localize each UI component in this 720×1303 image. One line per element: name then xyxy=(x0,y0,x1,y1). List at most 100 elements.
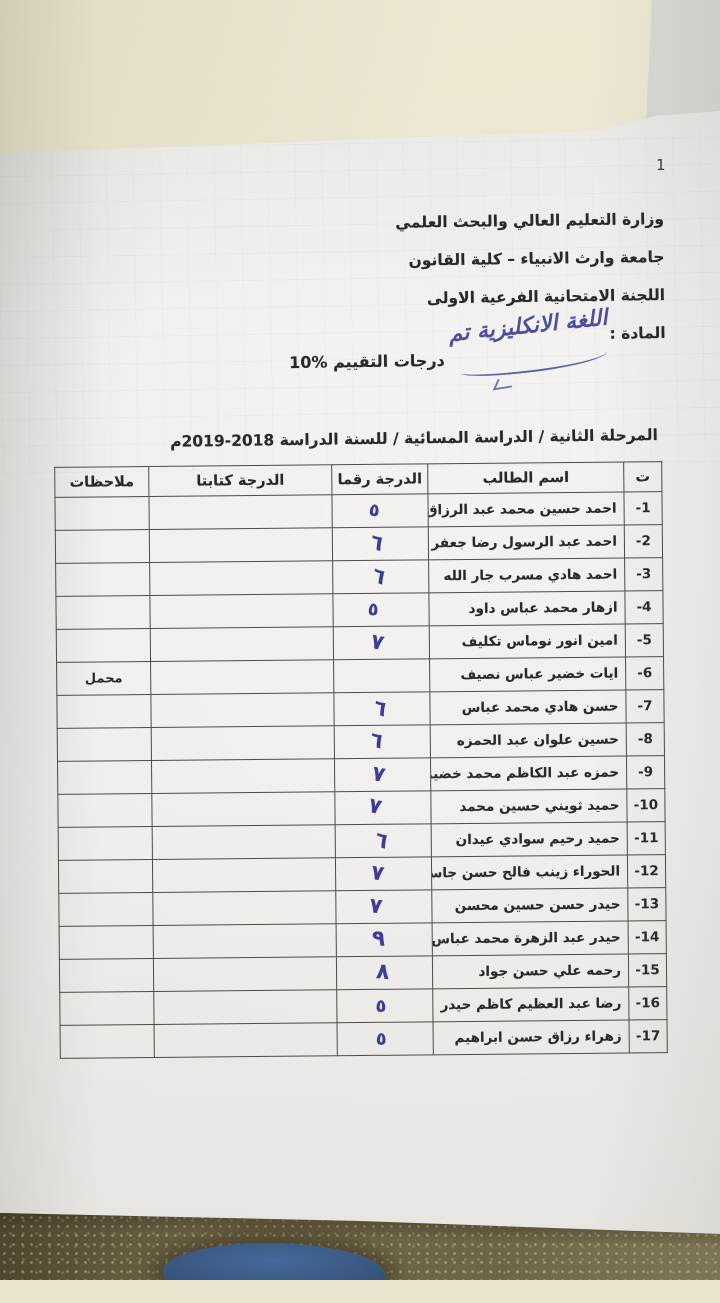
cell-student-name: ايات خضير عباس نصيف xyxy=(429,656,626,692)
col-header-notes: ملاحظات xyxy=(54,466,149,498)
handwritten-grade: ٦ xyxy=(372,826,391,854)
evaluation-title: درجات التقييم %10 xyxy=(289,350,445,373)
handwritten-grade: ٦ xyxy=(367,528,387,556)
table-row: 17- زهراء رزاق حسن ابراهيم ٥ xyxy=(60,1019,668,1059)
col-header-grade-numeric: الدرجة رقما xyxy=(331,463,428,495)
handwritten-grade: ٥ xyxy=(366,598,380,621)
cell-row-number: 5- xyxy=(625,623,664,657)
col-header-grade-written: الدرجة كتابتا xyxy=(148,464,332,497)
cell-student-name: احمد عبد الرسول رضا جعفر xyxy=(428,524,625,560)
cell-grade-written xyxy=(150,659,334,695)
cell-student-name: امين انور نوماس تكليف xyxy=(429,623,626,659)
subject-handwritten-mark: تم xyxy=(447,320,471,348)
cell-grade-written xyxy=(150,692,335,728)
handwritten-grade: ٦ xyxy=(367,726,386,754)
grades-table: ت اسم الطالب الدرجة رقما الدرجة كتابتا م… xyxy=(54,461,668,1059)
cell-student-name: حسن هادي محمد عباس xyxy=(429,689,627,725)
cell-row-number: 12- xyxy=(627,854,666,888)
header-university: جامعة وارث الانبياء – كلية القانون xyxy=(408,247,665,270)
cell-grade-written xyxy=(149,527,333,563)
cell-grade-numeric: ٦ xyxy=(334,724,431,759)
cell-grade-numeric: ٩ xyxy=(336,922,433,957)
cell-grade-numeric: ٧ xyxy=(333,625,430,660)
cell-row-number: 11- xyxy=(627,821,666,855)
cell-notes xyxy=(56,628,151,663)
cell-grade-written xyxy=(152,824,336,860)
cell-row-number: 1- xyxy=(623,491,663,525)
cell-grade-written xyxy=(151,725,335,761)
cell-grade-written xyxy=(150,626,334,662)
cell-notes xyxy=(55,562,150,597)
cell-grade-numeric: ٨ xyxy=(336,955,433,990)
cell-grade-numeric: ٦ xyxy=(335,823,432,858)
page-number: 1 xyxy=(656,156,666,174)
cell-student-name: ازهار محمد عباس داود xyxy=(428,590,626,626)
cell-row-number: 13- xyxy=(627,887,667,921)
cell-grade-written xyxy=(153,923,337,959)
cell-student-name: زهراء رزاق حسن ابراهيم xyxy=(433,1019,630,1055)
cell-student-name: الحوراء زينب فالح حسن جاسم xyxy=(431,854,628,890)
cell-row-number: 15- xyxy=(628,953,667,987)
handwritten-grade: ٨ xyxy=(374,959,391,986)
cell-student-name: حمزه عبد الكاظم محمد خضير xyxy=(430,755,627,791)
header-ministry: وزارة التعليم العالي والبحث العلمي xyxy=(395,209,665,232)
cell-grade-numeric: ٦ xyxy=(332,526,429,561)
cell-notes xyxy=(57,793,153,828)
cell-grade-written xyxy=(148,494,333,530)
cell-student-name: حسين علوان عبد الحمزه xyxy=(430,722,627,758)
cell-grade-written xyxy=(152,857,336,893)
cell-grade-written xyxy=(151,791,336,827)
cell-grade-numeric xyxy=(333,658,430,693)
navy-fabric-fold xyxy=(163,1243,385,1280)
cell-grade-numeric: ٧ xyxy=(335,856,432,891)
handwritten-grade: ٧ xyxy=(370,760,388,787)
cell-grade-written xyxy=(153,989,338,1025)
handwritten-grade: ٧ xyxy=(369,859,386,886)
cell-student-name: رضا عبد العظيم كاظم حيدر xyxy=(432,986,630,1022)
cell-notes xyxy=(60,1024,155,1059)
cell-row-number: 7- xyxy=(625,689,665,723)
cell-grade-numeric: ٥ xyxy=(331,493,429,528)
cell-row-number: 17- xyxy=(629,1019,668,1053)
cell-student-name: حميد ثويني حسين محمد xyxy=(430,788,628,824)
cell-grade-written xyxy=(154,1022,338,1058)
cell-grade-numeric: ٧ xyxy=(334,757,431,792)
cell-notes xyxy=(59,925,154,960)
cell-row-number: 14- xyxy=(628,920,667,954)
cell-notes xyxy=(55,529,150,564)
cell-notes xyxy=(58,826,153,861)
cell-row-number: 8- xyxy=(626,722,665,756)
cell-row-number: 9- xyxy=(626,755,665,789)
cell-notes xyxy=(57,727,152,762)
cell-student-name: حيدر عبد الزهرة محمد عباس xyxy=(432,920,629,956)
cell-notes xyxy=(58,859,153,894)
underlying-sheet-corner xyxy=(646,0,720,120)
col-header-student-name: اسم الطالب xyxy=(427,461,624,494)
handwritten-grade: ٥ xyxy=(375,995,387,1017)
cell-row-number: 16- xyxy=(628,986,668,1020)
cell-notes xyxy=(56,694,152,729)
cell-grade-numeric: ٦ xyxy=(333,691,431,726)
cell-grade-numeric: ٥ xyxy=(337,1021,434,1056)
cell-student-name: احمد حسين محمد عبد الرزاق xyxy=(427,491,625,527)
cell-student-name: رحمه علي حسن جواد xyxy=(432,953,629,989)
cell-notes xyxy=(59,958,154,993)
cell-grade-numeric: ٦ xyxy=(332,559,429,594)
cell-row-number: 6- xyxy=(625,656,664,690)
cell-notes xyxy=(55,595,151,630)
cell-student-name: حيدر حسن حسين محسن xyxy=(431,887,629,923)
handwritten-grade: ٧ xyxy=(368,628,387,655)
handwritten-grade: ٥ xyxy=(367,498,382,522)
handwritten-grade: ٩ xyxy=(371,926,386,952)
handwritten-grade: ٦ xyxy=(370,694,390,722)
handwritten-grade: ٥ xyxy=(375,1028,387,1050)
col-header-no: ت xyxy=(623,461,662,492)
cell-row-number: 10- xyxy=(626,788,666,822)
grade-table-body: 1- احمد حسين محمد عبد الرزاق ٥ 2- احمد ع… xyxy=(54,491,668,1059)
cell-grade-numeric: ٥ xyxy=(336,988,434,1023)
cell-grade-written xyxy=(151,758,335,794)
cell-grade-written xyxy=(152,890,337,926)
cell-notes: محمل xyxy=(56,661,151,696)
handwritten-grade: ٧ xyxy=(366,792,385,819)
